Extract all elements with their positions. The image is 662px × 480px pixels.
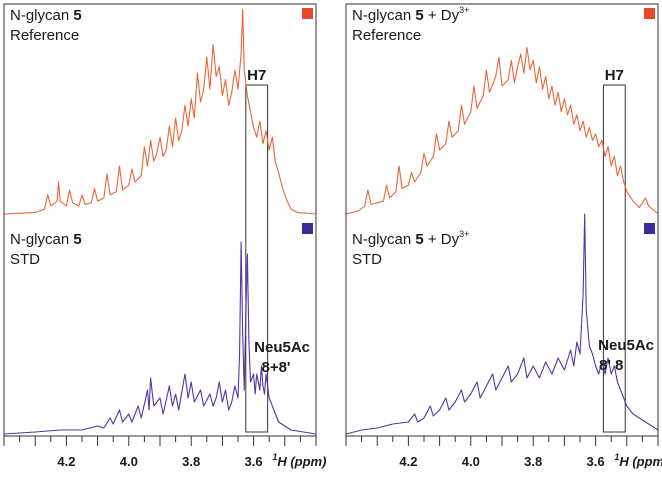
series-label-suffix: + Dy bbox=[424, 231, 460, 248]
series-label-prefix: N-glycan bbox=[10, 231, 73, 248]
x-axis-label-sup: 1 bbox=[272, 452, 277, 462]
x-tick-label: 4.2 bbox=[399, 454, 417, 469]
reference-spectrum-line bbox=[345, 47, 659, 215]
std-spectrum-line bbox=[345, 213, 659, 435]
x-tick-label: 3.6 bbox=[245, 454, 263, 469]
h7-region-box bbox=[602, 84, 626, 433]
right-nmr-panel: 4.24.03.83.61H (ppm)H7N-glycan 5 + Dy3+R… bbox=[345, 3, 662, 469]
std-color-marker bbox=[302, 223, 313, 234]
x-axis-label-main: H (ppm) bbox=[619, 454, 662, 469]
reference-color-marker bbox=[302, 8, 313, 19]
h7-box-label: H7 bbox=[247, 67, 266, 84]
series-label-suffix: + Dy bbox=[424, 7, 460, 24]
left-nmr-panel: 4.2 4.0 3.8 3.6 1H (ppm) H7 N-glycan 5 Referenc… bbox=[3, 3, 326, 469]
x-axis-label: 1H (ppm) bbox=[614, 452, 662, 469]
series-label-prefix: N-glycan bbox=[10, 7, 73, 24]
neu5ac-annotation: Neu5Ac bbox=[598, 337, 654, 354]
neu5ac-positions: 8' 8 bbox=[599, 357, 623, 374]
series-label-line1: N-glycan 5 + Dy3+ bbox=[352, 229, 469, 248]
reference-spectrum-line bbox=[3, 8, 317, 215]
series-label-line1: N-glycan 5 bbox=[10, 7, 82, 24]
x-tick-label: 4.0 bbox=[120, 454, 138, 469]
series-label-compound: 5 bbox=[415, 7, 423, 24]
series-label-line2: Reference bbox=[10, 27, 79, 44]
x-tick-label: 3.6 bbox=[587, 454, 605, 469]
x-tick-label: 3.8 bbox=[524, 454, 542, 469]
x-axis-label-main: H (ppm) bbox=[277, 454, 326, 469]
x-tick-label: 4.2 bbox=[57, 454, 75, 469]
x-axis-label: 1H (ppm) bbox=[272, 452, 326, 469]
series-label-line2: STD bbox=[10, 251, 40, 268]
reference-color-marker bbox=[644, 8, 655, 19]
h7-region-box bbox=[245, 84, 269, 433]
series-label-line2: Reference bbox=[352, 27, 421, 44]
series-label-prefix: N-glycan bbox=[352, 231, 415, 248]
h7-box-label: H7 bbox=[605, 67, 624, 84]
series-label-compound: 5 bbox=[73, 7, 81, 24]
series-label-compound: 5 bbox=[415, 231, 423, 248]
series-label-sup: 3+ bbox=[459, 229, 469, 239]
x-tick-label: 3.8 bbox=[182, 454, 200, 469]
neu5ac-positions: 8+8' bbox=[261, 359, 290, 376]
series-label-line2: STD bbox=[352, 251, 382, 268]
series-label-line1: N-glycan 5 bbox=[10, 231, 82, 248]
series-label-sup: 3+ bbox=[459, 5, 469, 15]
std-spectrum-line bbox=[3, 241, 317, 435]
x-axis-label-sup: 1 bbox=[614, 452, 619, 462]
series-label-compound: 5 bbox=[73, 231, 81, 248]
std-color-marker bbox=[644, 223, 655, 234]
x-tick-label: 4.0 bbox=[462, 454, 480, 469]
series-label-line1: N-glycan 5 + Dy3+ bbox=[352, 5, 469, 24]
series-label-prefix: N-glycan bbox=[352, 7, 415, 24]
neu5ac-annotation: Neu5Ac bbox=[254, 339, 310, 356]
